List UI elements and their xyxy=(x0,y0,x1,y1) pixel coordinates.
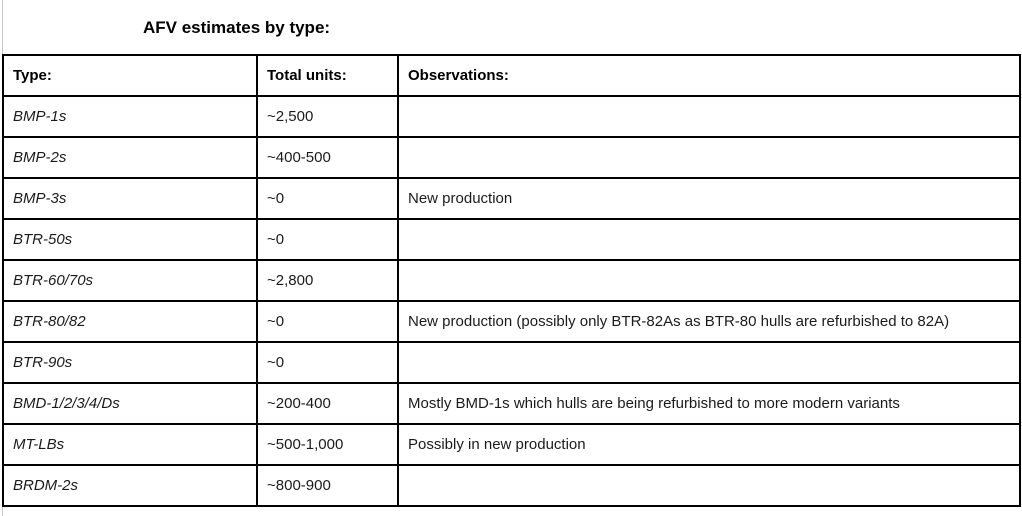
column-header-observations: Observations: xyxy=(397,54,1021,97)
table-row: BMP-2s ~400-500 xyxy=(2,136,1021,179)
header-row: Type: Total units: Observations: xyxy=(2,54,1021,97)
observations-cell xyxy=(397,95,1021,138)
total-units-cell: ~2,500 xyxy=(256,95,399,138)
table-row: BTR-80/82 ~0 New production (possibly on… xyxy=(2,300,1021,343)
observations-cell xyxy=(397,464,1021,507)
type-cell: BMP-3s xyxy=(2,177,258,220)
column-header-type: Type: xyxy=(2,54,258,97)
type-cell: BMP-1s xyxy=(2,95,258,138)
total-units-cell: ~0 xyxy=(256,218,399,261)
observations-cell: New production (possibly only BTR-82As a… xyxy=(397,300,1021,343)
table-row: BMP-3s ~0 New production xyxy=(2,177,1021,220)
table-row: BTR-90s ~0 xyxy=(2,341,1021,384)
observations-cell xyxy=(397,218,1021,261)
type-cell: BTR-80/82 xyxy=(2,300,258,343)
total-units-cell: ~500-1,000 xyxy=(256,423,399,466)
total-units-cell: ~400-500 xyxy=(256,136,399,179)
table-title: AFV estimates by type: xyxy=(143,18,331,37)
observations-cell xyxy=(397,341,1021,384)
observations-cell xyxy=(397,136,1021,179)
type-cell: BTR-50s xyxy=(2,218,258,261)
observations-cell xyxy=(397,259,1021,302)
total-units-cell: ~0 xyxy=(256,341,399,384)
table-row: BRDM-2s ~800-900 xyxy=(2,464,1021,507)
table-row: MT-LBs ~500-1,000 Possibly in new produc… xyxy=(2,423,1021,466)
table-row: BMP-1s ~2,500 xyxy=(2,95,1021,138)
type-cell: BTR-90s xyxy=(2,341,258,384)
total-units-cell: ~0 xyxy=(256,300,399,343)
total-units-cell: ~0 xyxy=(256,177,399,220)
type-cell: BMP-2s xyxy=(2,136,258,179)
type-cell: BTR-60/70s xyxy=(2,259,258,302)
table-row: BTR-60/70s ~2,800 xyxy=(2,259,1021,302)
type-cell: BRDM-2s xyxy=(2,464,258,507)
total-units-cell: ~2,800 xyxy=(256,259,399,302)
type-cell: MT-LBs xyxy=(2,423,258,466)
total-units-cell: ~200-400 xyxy=(256,382,399,425)
column-header-total-units: Total units: xyxy=(256,54,399,97)
observations-cell: Mostly BMD-1s which hulls are being refu… xyxy=(397,382,1021,425)
observations-cell: New production xyxy=(397,177,1021,220)
type-cell: BMD-1/2/3/4/Ds xyxy=(2,382,258,425)
table-row: BTR-50s ~0 xyxy=(2,218,1021,261)
total-units-cell: ~800-900 xyxy=(256,464,399,507)
table-row: BMD-1/2/3/4/Ds ~200-400 Mostly BMD-1s wh… xyxy=(2,382,1021,425)
observations-cell: Possibly in new production xyxy=(397,423,1021,466)
afv-estimates-table: Type: Total units: Observations: BMP-1s … xyxy=(2,54,1021,507)
